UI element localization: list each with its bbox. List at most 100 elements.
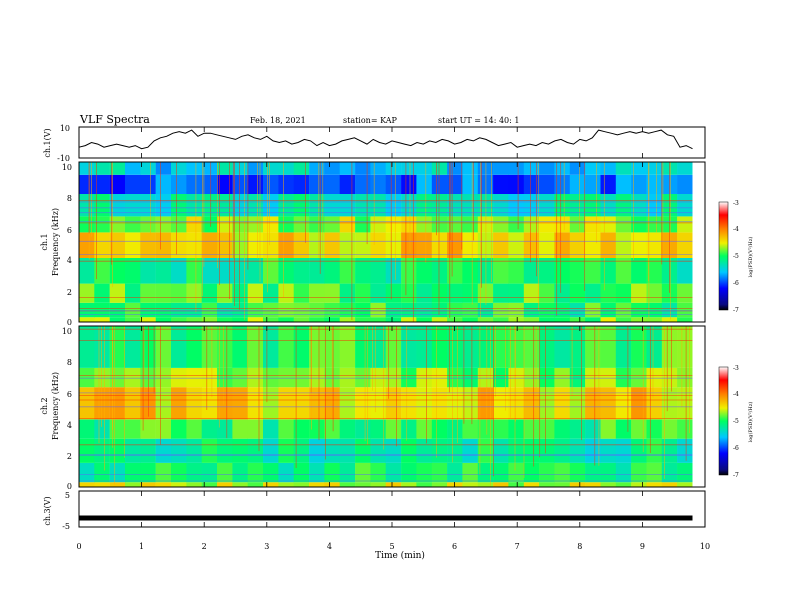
spectrogram-cell: [600, 162, 617, 175]
ch1-waveform-frame: [78, 126, 706, 159]
spectrogram-cell: [339, 387, 356, 420]
spectrogram-cell: [554, 387, 570, 420]
spectrogram-cell: [155, 367, 172, 388]
spectrogram-cell: [600, 419, 617, 439]
spectrogram-cell: [447, 302, 463, 318]
spectrogram-cell: [155, 462, 172, 483]
spectrogram-cell: [309, 283, 325, 303]
spectrogram-cell: [155, 174, 172, 194]
spectrogram-cell: [569, 302, 586, 318]
spectrogram-cell: [385, 283, 402, 303]
spectrogram-cell: [125, 482, 141, 487]
spectrogram-cell: [416, 216, 432, 233]
spectrogram-cell: [385, 326, 402, 368]
spectrogram-cell: [431, 174, 448, 194]
spectrogram-cell: [447, 174, 463, 194]
spectrogram-cell: [615, 162, 632, 175]
spectrogram-cell: [155, 438, 172, 463]
spectrogram-cell: [615, 194, 632, 217]
spectrogram-cell: [523, 194, 540, 217]
spectrogram-cell: [247, 317, 264, 322]
spectrogram-cell: [508, 367, 524, 388]
spectrogram-cell: [385, 232, 402, 258]
spectrogram-cell: [125, 194, 141, 217]
spectrogram-cell: [94, 302, 110, 318]
spectrogram-cell: [569, 482, 586, 487]
spectrogram-cell: [508, 174, 524, 194]
ch1-waveform-ytick-bottom: -10: [57, 154, 70, 163]
spectrogram-cell: [539, 326, 555, 368]
spectrogram-cell: [155, 283, 172, 303]
spectrogram-cell: [293, 302, 310, 318]
spectrogram-cell: [646, 216, 663, 233]
spectrogram-cell: [431, 367, 448, 388]
spectrogram-cell: [355, 419, 371, 439]
spectrogram-cell: [94, 216, 110, 233]
spectrogram-cell: [171, 419, 187, 439]
spectrogram-cell: [523, 232, 540, 258]
ch2-spectrogram-image: [79, 326, 705, 487]
spectrogram-cell: [171, 317, 187, 322]
spectrogram-cell: [125, 162, 141, 175]
spectrogram-cell: [508, 258, 524, 284]
ch2-channel-label: ch.2: [40, 397, 49, 414]
spectrogram-cell: [125, 387, 141, 420]
spectrogram-cell: [646, 419, 663, 439]
spectrogram-cell: [539, 232, 555, 258]
spectrogram-cell: [401, 317, 417, 322]
spectrogram-cell: [79, 162, 95, 175]
spectrogram-cell: [125, 258, 141, 284]
spectrogram-cell: [646, 232, 663, 258]
spectrogram-cell: [171, 174, 187, 194]
spectrogram-cell: [631, 419, 647, 439]
spectrogram-cell: [186, 258, 202, 284]
header-start-time: start UT = 14: 40: 1: [438, 116, 519, 125]
spectrogram-cell: [447, 462, 463, 483]
spectrogram-cell: [523, 482, 540, 487]
spectrogram-cell: [293, 283, 310, 303]
spectrogram-cell: [677, 317, 693, 322]
spectrogram-cell: [201, 194, 218, 217]
spectrogram-cell: [355, 174, 371, 194]
spectrogram-cell: [247, 462, 264, 483]
time-axis: 0 1 2 3 4 5 6 7 8 9 10: [76, 127, 710, 551]
spectrogram-cell: [539, 302, 555, 318]
spectrogram-cell: [661, 326, 678, 368]
spectrogram-cell: [523, 367, 540, 388]
spectrogram-cell: [109, 232, 126, 258]
spectrogram-cell: [615, 283, 632, 303]
spectrogram-cell: [155, 482, 172, 487]
spectrogram-cell: [247, 174, 264, 194]
spectrogram-cell: [355, 283, 371, 303]
spectrogram-cell: [263, 419, 279, 439]
spectrogram-cell: [125, 462, 141, 483]
spectrogram-cell: [263, 317, 279, 322]
spectrogram-cell: [462, 419, 478, 439]
spectrogram-cell: [171, 367, 187, 388]
x-tick-label: 4: [327, 542, 332, 551]
spectrogram-cell: [217, 438, 233, 463]
spectrogram-cell: [569, 174, 586, 194]
spectrogram-cell: [569, 216, 586, 233]
spectrogram-cell: [477, 462, 494, 483]
spectrogram-cell: [385, 194, 402, 217]
spectrogram-cell: [416, 162, 432, 175]
x-tick-label: 0: [76, 542, 81, 551]
spectrogram-cell: [416, 438, 432, 463]
spectrogram-cell: [416, 232, 432, 258]
spectrogram-cell: [171, 387, 187, 420]
spectrogram-cell: [186, 438, 202, 463]
spectrogram-cell: [416, 326, 432, 368]
spectrogram-cell: [462, 194, 478, 217]
spectrogram-cell: [125, 367, 141, 388]
spectrogram-cell: [646, 302, 663, 318]
spectrogram-cell: [554, 482, 570, 487]
spectrogram-cell: [493, 438, 509, 463]
time-axis-label: Time (min): [375, 550, 425, 561]
spectrogram-cell: [539, 317, 555, 322]
spectrogram-cell: [416, 302, 432, 318]
spectrogram-cell: [508, 482, 524, 487]
spectrogram-cell: [232, 232, 248, 258]
spectrogram-cell: [523, 438, 540, 463]
